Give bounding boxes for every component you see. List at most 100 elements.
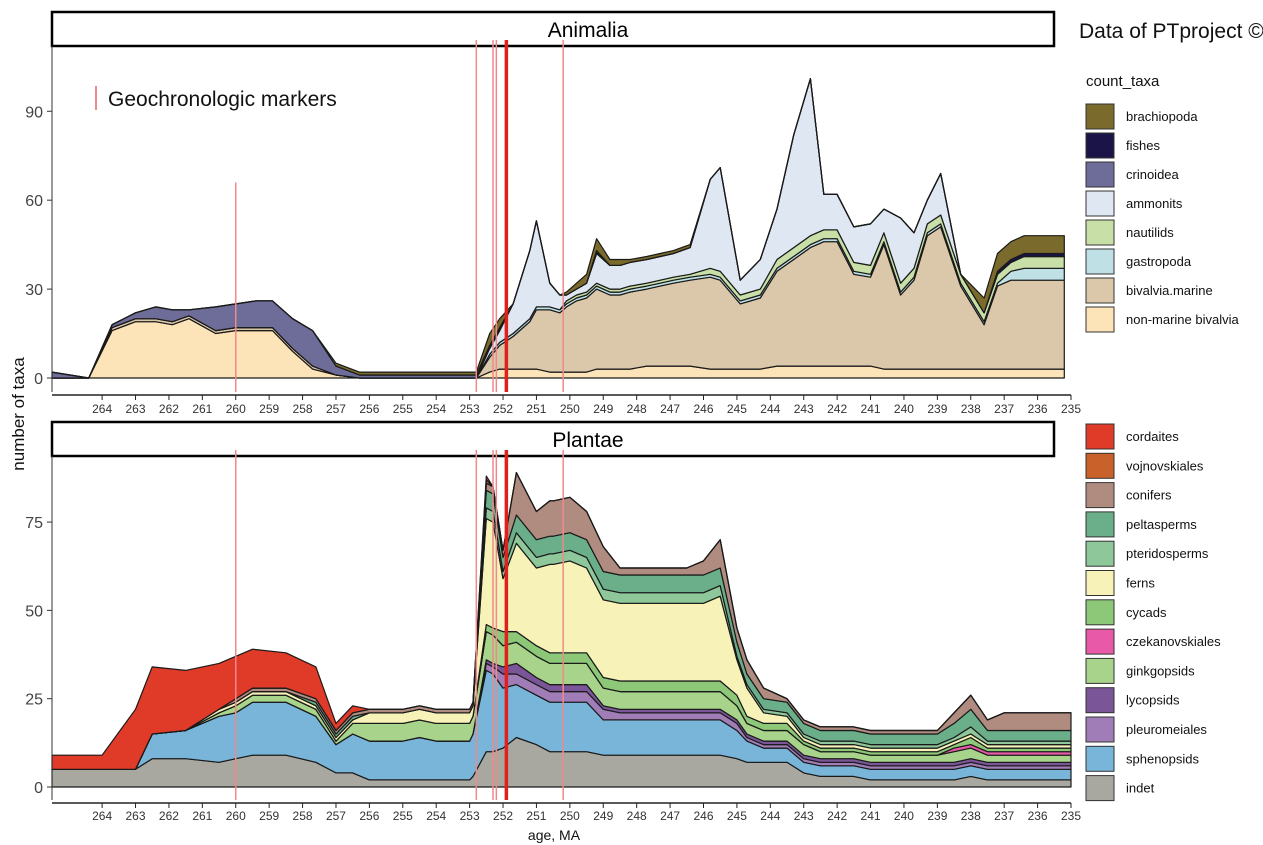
legend-swatch (1085, 745, 1115, 772)
legend-label: pteridosperms (1126, 546, 1209, 561)
x-tick-label: 254 (426, 809, 446, 823)
x-tick-label: 246 (693, 809, 713, 823)
legend-swatch (1085, 161, 1115, 188)
x-tick-label: 249 (593, 809, 613, 823)
x-tick-label: 239 (927, 402, 947, 416)
legend-swatch (1085, 511, 1115, 538)
panel-header-animalia (50, 10, 1056, 48)
panel-animalia: Animalia 0 30 60 90 264 263 262 261 260 259 258 25… (25, 10, 1081, 416)
x-tick-label: 240 (894, 809, 914, 823)
x-tick-label: 258 (293, 809, 313, 823)
x-tick-label: 258 (293, 402, 313, 416)
legend-swatch (1085, 248, 1115, 275)
legend-title: count_taxa (1086, 73, 1160, 90)
legend-label: ginkgopsids (1126, 663, 1195, 678)
x-tick-label: 250 (560, 402, 580, 416)
x-tick-label: 246 (693, 402, 713, 416)
x-tick-label: 240 (894, 402, 914, 416)
x-tick-label: 235 (1061, 402, 1081, 416)
panel-title-animalia: Animalia (548, 19, 629, 42)
legend-label: vojnovskiales (1126, 458, 1204, 473)
legend-label: lycopsids (1126, 693, 1180, 708)
legend-label: czekanovskiales (1126, 634, 1221, 649)
legend-swatch (1085, 103, 1115, 130)
x-tick-label: 235 (1061, 809, 1081, 823)
panel-title-plantae: Plantae (552, 429, 623, 452)
y-tick-label: 90 (25, 104, 43, 121)
x-tick-label: 247 (660, 809, 680, 823)
legend-label: ferns (1126, 576, 1155, 591)
x-tick-label: 243 (794, 809, 814, 823)
legend-swatch (1085, 132, 1115, 159)
legend-label: fishes (1126, 138, 1160, 153)
x-tick-label: 264 (92, 809, 112, 823)
x-tick-label: 250 (560, 809, 580, 823)
x-tick-label: 245 (727, 809, 747, 823)
legend-swatch (1085, 657, 1115, 684)
x-tick-label: 248 (627, 402, 647, 416)
legend-label: ammonits (1126, 196, 1183, 211)
x-tick-label: 256 (359, 402, 379, 416)
x-tick-label: 257 (326, 809, 346, 823)
x-tick-label: 237 (994, 402, 1014, 416)
x-tick-label: 261 (192, 809, 212, 823)
legend-label: crinoidea (1126, 167, 1180, 182)
x-axis-plantae: 264 263 262 261 260 259 258 257 256 255 254 253 252 2… (52, 802, 1081, 823)
y-axis-title: number of taxa (9, 357, 28, 471)
legend-label: sphenopsids (1126, 751, 1199, 766)
y-axis-plantae: 0 25 50 75 (25, 456, 53, 800)
legend-label: indet (1126, 781, 1155, 796)
x-tick-label: 253 (460, 402, 480, 416)
x-tick-label: 262 (159, 402, 179, 416)
legend-plantae: cordaites vojnovskiales conifers peltasperm… (1085, 423, 1221, 802)
legend-swatch (1085, 775, 1115, 802)
x-tick-label: 245 (727, 402, 747, 416)
legend-label: non-marine bivalvia (1126, 312, 1239, 327)
legend-swatch (1085, 570, 1115, 596)
x-tick-label: 236 (1028, 809, 1048, 823)
legend-swatch (1085, 277, 1115, 304)
legend-swatch (1085, 716, 1115, 743)
x-tick-label: 249 (593, 402, 613, 416)
x-tick-label: 255 (393, 402, 413, 416)
legend-label: gastropoda (1126, 254, 1192, 269)
marker-layer-plantae (235, 450, 564, 800)
x-tick-label: 261 (192, 402, 212, 416)
x-tick-label: 257 (326, 402, 346, 416)
x-tick-label: 237 (994, 809, 1014, 823)
marker-layer-animalia (235, 40, 564, 392)
y-tick-label: 0 (34, 371, 43, 388)
x-tick-label: 262 (159, 809, 179, 823)
x-tick-label: 260 (226, 402, 246, 416)
x-tick-label: 242 (827, 402, 847, 416)
legend-label: conifers (1126, 488, 1172, 503)
x-tick-label: 253 (460, 809, 480, 823)
x-tick-label: 255 (393, 809, 413, 823)
y-tick-label: 75 (25, 515, 43, 532)
x-tick-label: 238 (961, 402, 981, 416)
x-tick-label: 243 (794, 402, 814, 416)
legend-label: peltasperms (1126, 517, 1197, 532)
area-layer-animalia (51, 78, 1065, 379)
y-axis-animalia: 0 30 60 90 (25, 46, 53, 392)
y-tick-label: 25 (25, 692, 43, 709)
y-tick-label: 60 (25, 193, 43, 210)
legend-label: brachiopoda (1126, 109, 1198, 124)
x-tick-label: 244 (760, 402, 780, 416)
panel-header-plantae (50, 420, 1056, 458)
x-tick-label: 242 (827, 809, 847, 823)
legend-label: bivalvia.marine (1126, 283, 1213, 298)
legend-swatch (1085, 423, 1115, 450)
area-layer-plantae (51, 472, 1072, 788)
x-tick-label: 263 (126, 809, 146, 823)
x-tick-label: 251 (526, 402, 546, 416)
x-tick-label: 256 (359, 809, 379, 823)
x-tick-label: 241 (861, 402, 881, 416)
x-tick-label: 251 (526, 809, 546, 823)
x-tick-label: 239 (927, 809, 947, 823)
x-tick-label: 238 (961, 809, 981, 823)
x-tick-label: 263 (126, 402, 146, 416)
y-tick-label: 30 (25, 282, 43, 299)
area-cordaites (51, 472, 1072, 770)
